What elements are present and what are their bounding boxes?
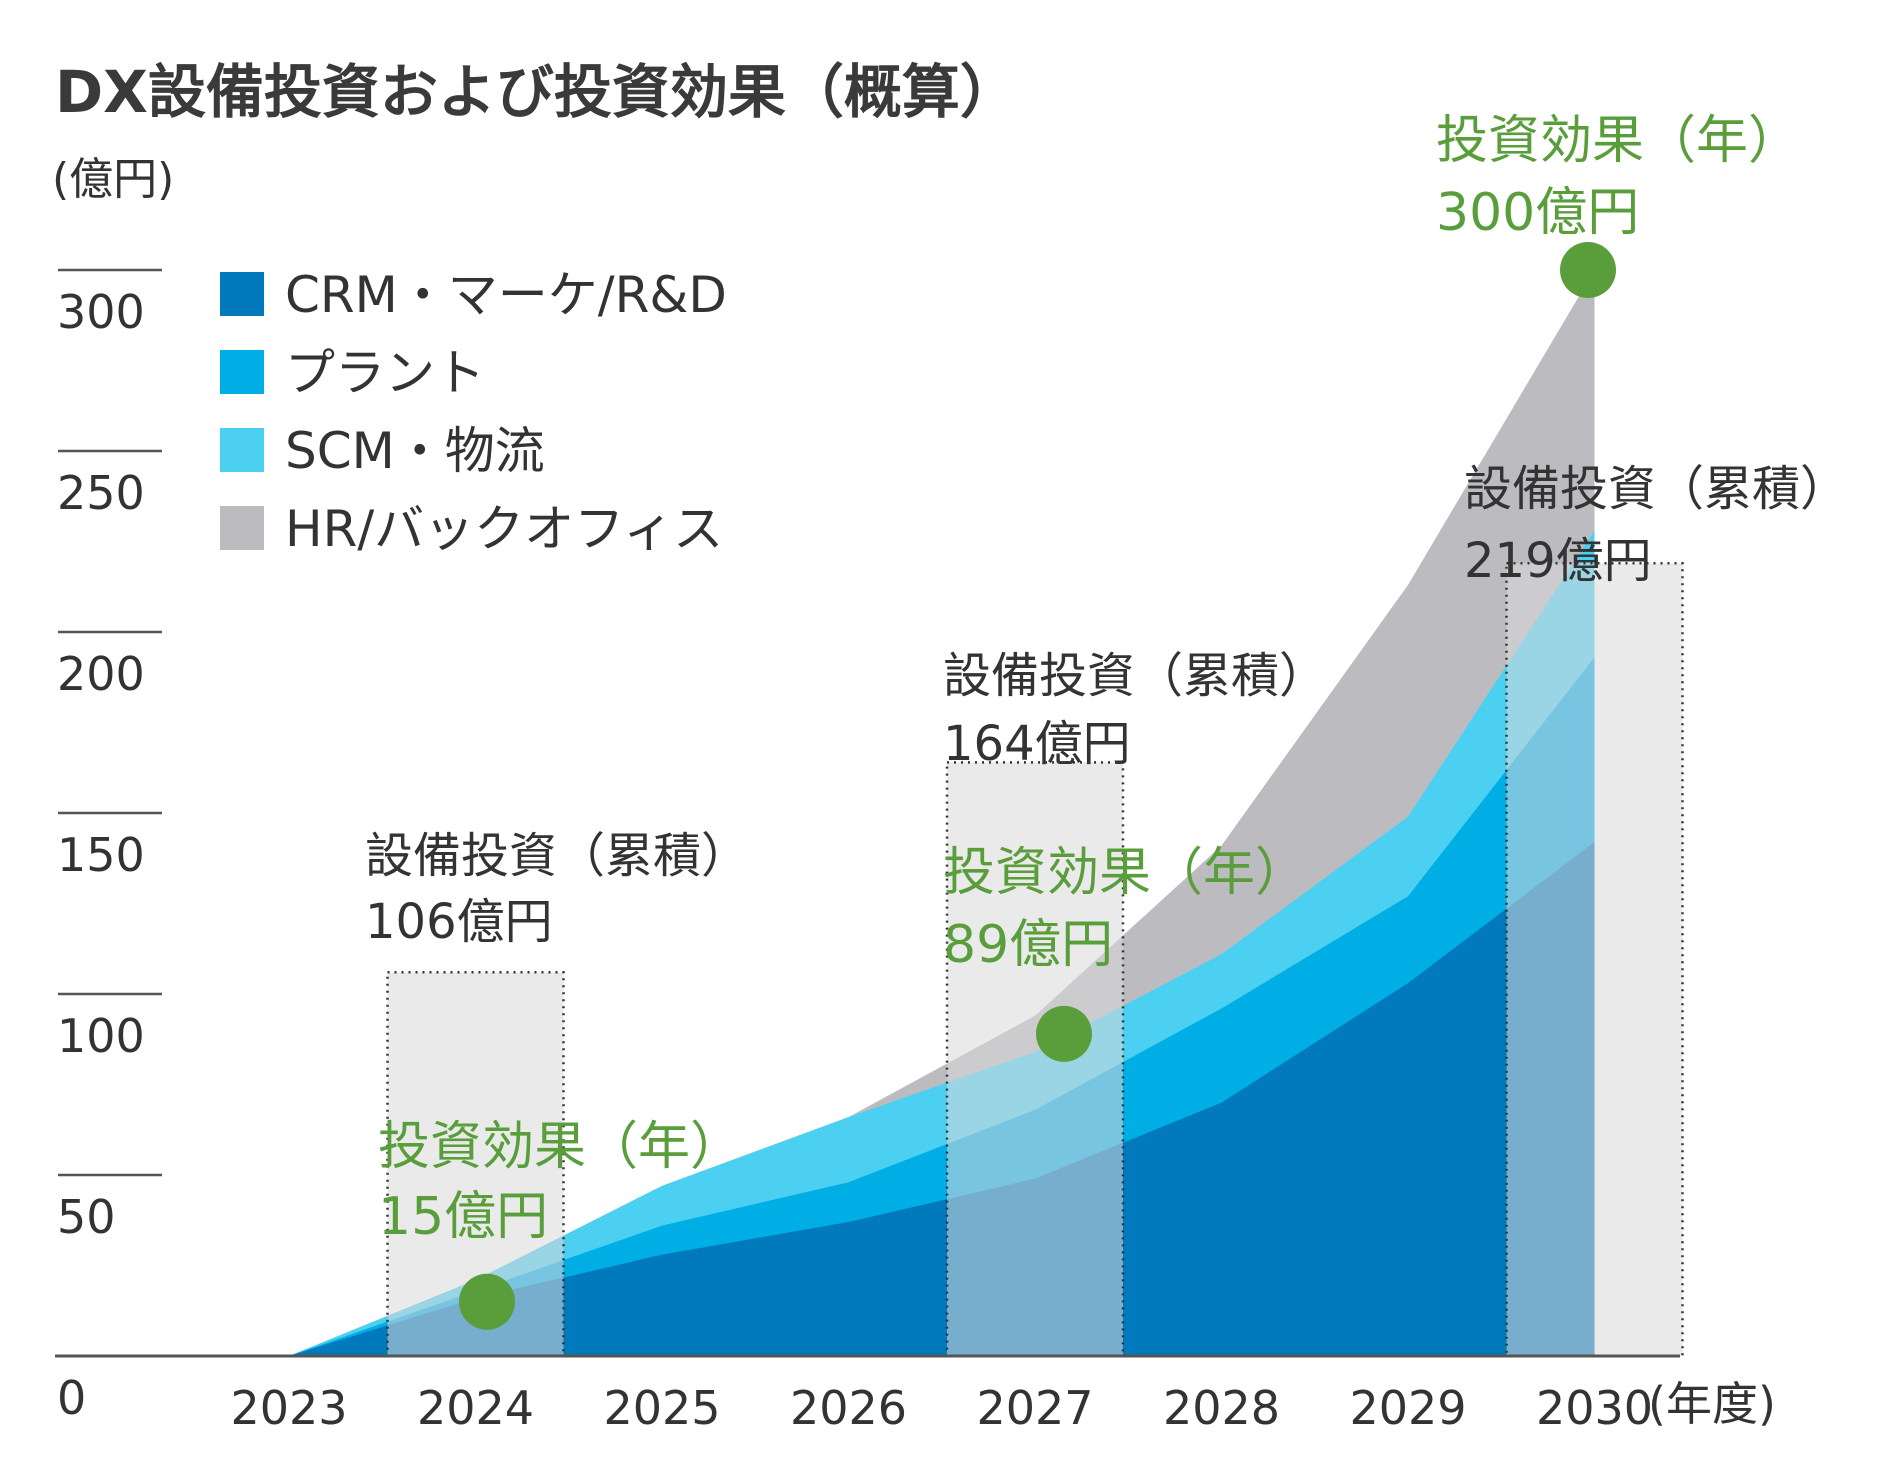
x-tick-label-2025: 2025 (603, 1381, 720, 1435)
legend-swatch-2 (220, 428, 264, 472)
y-tick-label-50: 50 (57, 1190, 116, 1244)
legend-swatch-1 (220, 350, 264, 394)
effect-value-2030: 300億円 (1436, 183, 1639, 243)
y-tick-label-250: 250 (57, 466, 145, 520)
investment-value-2024: 106億円 (365, 894, 553, 950)
investment-bars (386, 561, 1684, 1358)
effect-point-2024 (459, 1273, 515, 1330)
investment-bar-2027 (945, 761, 1125, 1358)
stacked-areas (289, 270, 1595, 1356)
y-tick-label-300: 300 (57, 285, 145, 339)
x-axis-unit: (年度) (1648, 1377, 1776, 1431)
annotations: 設備投資（累積）106億円設備投資（累積）164億円設備投資（累積）219億円投… (365, 111, 1848, 1330)
chart-title: DX設備投資および投資効果（概算） (55, 58, 1018, 126)
y-tick-label-100: 100 (57, 1009, 145, 1063)
x-tick-label-2030: 2030 (1536, 1381, 1653, 1435)
axes: 0 50 100 150 200 250 300 2023 2024 2025 2026 2027 20… (55, 268, 1680, 1435)
x-tick-label-2026: 2026 (790, 1381, 907, 1435)
legend: CRM・マーケ/R&D プラント SCM・物流 HR/バックオフィス (220, 266, 727, 558)
y-tick-label-150: 150 (57, 828, 145, 882)
effect-point-2027 (1036, 1005, 1092, 1062)
legend-swatch-3 (220, 506, 264, 550)
effect-point-2030 (1560, 242, 1616, 298)
y-tick-label-200: 200 (57, 647, 145, 701)
x-tick-label-2027: 2027 (976, 1381, 1093, 1435)
area-series-0 (289, 841, 1595, 1356)
y-tick-label-0: 0 (57, 1371, 86, 1425)
x-tick-label-2023: 2023 (230, 1381, 347, 1435)
legend-label-3: HR/バックオフィス (285, 500, 723, 558)
x-tick-label-2024: 2024 (417, 1381, 534, 1435)
investment-bar-2030 (1505, 561, 1684, 1358)
investment-value-2030: 219億円 (1464, 533, 1652, 589)
investment-value-2027: 164億円 (943, 716, 1131, 772)
effect-value-2027: 89億円 (943, 915, 1113, 975)
investment-label-2024: 設備投資（累積） (365, 828, 749, 884)
x-tick-label-2029: 2029 (1349, 1381, 1466, 1435)
effect-label-2024: 投資効果（年） (378, 1117, 742, 1177)
legend-label-2: SCM・物流 (285, 422, 545, 480)
y-axis-unit: (億円) (52, 154, 174, 205)
legend-swatch-0 (220, 272, 264, 316)
effect-label-2027: 投資効果（年） (943, 843, 1307, 903)
x-tick-label-2028: 2028 (1163, 1381, 1280, 1435)
legend-label-1: プラント (285, 344, 485, 402)
effect-value-2024: 15億円 (378, 1187, 548, 1247)
investment-label-2030: 設備投資（累積） (1464, 461, 1848, 517)
effect-label-2030: 投資効果（年） (1436, 111, 1800, 171)
investment-label-2027: 設備投資（累積） (943, 648, 1327, 704)
legend-label-0: CRM・マーケ/R&D (285, 266, 727, 324)
